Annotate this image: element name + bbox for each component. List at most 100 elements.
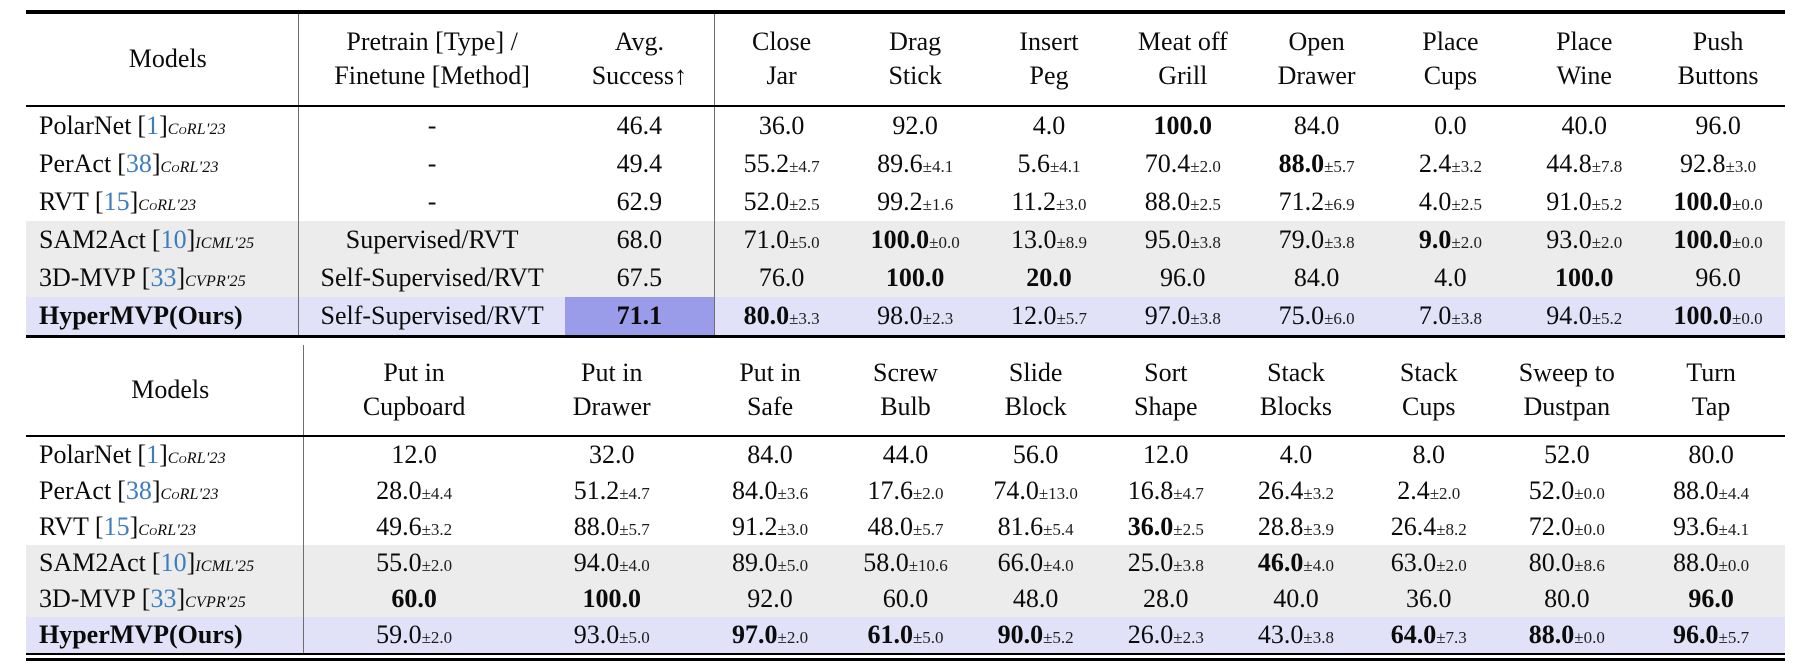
model-cell: PolarNet [1]CoRL'23 bbox=[26, 105, 300, 145]
score-value: 52.0 bbox=[1544, 440, 1590, 470]
col-header-close-jar: Close Jar bbox=[714, 12, 848, 106]
score-stddev: ±5.7 bbox=[1056, 308, 1088, 328]
score-value: 88.0 bbox=[1673, 476, 1719, 506]
score-stddev: ±0.0 bbox=[929, 232, 960, 252]
score-stddev: ±4.1 bbox=[922, 156, 954, 176]
score-cell: 56.0 bbox=[971, 436, 1101, 473]
score-stddev: ±0.0 bbox=[1732, 232, 1763, 252]
model-name: RVT bbox=[39, 512, 89, 542]
citation-bracket-open: [ bbox=[137, 110, 147, 140]
table2-header: Models Put in Cupboard Put in Drawer Put in Sa… bbox=[26, 344, 1785, 437]
citation-number[interactable]: 38 bbox=[125, 148, 152, 178]
score-cell: 88.0±2.5 bbox=[1116, 183, 1250, 221]
score-stddev: ±0.0 bbox=[1574, 520, 1605, 540]
score-cell: 26.0±2.3 bbox=[1101, 617, 1231, 654]
score-value: 71.2 bbox=[1278, 186, 1325, 216]
citation-number[interactable]: 33 bbox=[150, 584, 177, 614]
citation[interactable]: [33] bbox=[142, 584, 185, 613]
citation[interactable]: [10] bbox=[152, 548, 195, 577]
score-value: 48.0 bbox=[867, 512, 913, 542]
avg-success-value: 46.4 bbox=[616, 110, 663, 140]
score-value: 96.0 bbox=[1160, 262, 1206, 292]
score-cell: 88.0±4.4 bbox=[1637, 473, 1785, 509]
score-stddev: ±13.0 bbox=[1038, 484, 1078, 504]
score-cell: 96.0 bbox=[1651, 259, 1785, 297]
score-value: 96.0 bbox=[1688, 584, 1734, 614]
model-cell: PerAct [38]CoRL'23 bbox=[26, 144, 300, 183]
score-stddev: ±3.9 bbox=[1303, 520, 1334, 540]
score-value: 55.0 bbox=[376, 548, 422, 578]
model-cell: RVT [15]CoRL'23 bbox=[26, 509, 305, 546]
score-value: 92.0 bbox=[892, 110, 938, 140]
col-header-stack-blocks-line2: Blocks bbox=[1259, 391, 1333, 421]
score-stddev: ±3.8 bbox=[1173, 556, 1204, 576]
model-name: RVT bbox=[39, 186, 89, 216]
citation-number[interactable]: 15 bbox=[103, 512, 130, 542]
score-cell: 2.4±3.2 bbox=[1384, 145, 1518, 183]
citation[interactable]: [38] bbox=[117, 149, 160, 178]
score-cell: 26.4±8.2 bbox=[1361, 509, 1496, 545]
score-value: 17.6 bbox=[867, 476, 913, 506]
venue-label: CoRL'23 bbox=[167, 450, 226, 468]
citation[interactable]: [38] bbox=[117, 476, 160, 505]
score-stddev: ±4.0 bbox=[1043, 556, 1074, 576]
score-value: 91.2 bbox=[732, 512, 778, 542]
citation[interactable]: [10] bbox=[152, 225, 195, 254]
score-value: 32.0 bbox=[588, 440, 635, 470]
score-stddev: ±4.7 bbox=[1173, 484, 1204, 504]
citation-number[interactable]: 10 bbox=[160, 548, 187, 578]
score-stddev: ±2.0 bbox=[1436, 556, 1467, 576]
score-cell: 48.0±5.7 bbox=[840, 509, 970, 545]
score-cell: 84.0 bbox=[700, 436, 841, 473]
col-header-models: Models bbox=[26, 12, 300, 106]
score-cell: 11.2±3.0 bbox=[982, 183, 1116, 221]
citation-number[interactable]: 38 bbox=[125, 476, 152, 506]
citation[interactable]: [15] bbox=[95, 512, 138, 541]
score-value: 100.0 bbox=[1673, 224, 1733, 254]
score-cell: 71.2±6.9 bbox=[1250, 183, 1384, 221]
col-header-push-buttons-line2: Buttons bbox=[1677, 61, 1759, 91]
score-value: 26.4 bbox=[1257, 476, 1304, 506]
score-cell: 4.0±2.5 bbox=[1384, 183, 1518, 221]
score-stddev: ±3.8 bbox=[1451, 308, 1482, 328]
score-value: 100.0 bbox=[1673, 186, 1733, 216]
score-value: 26.4 bbox=[1390, 512, 1437, 542]
score-value: 96.0 bbox=[1695, 110, 1741, 140]
citation[interactable]: [1] bbox=[137, 111, 167, 140]
col-header-pretrain-finetune-line1: Pretrain [Type] / bbox=[346, 27, 518, 56]
score-stddev: ±5.4 bbox=[1043, 520, 1074, 540]
citation-number[interactable]: 33 bbox=[150, 262, 177, 292]
score-value: 43.0 bbox=[1257, 620, 1304, 650]
citation[interactable]: [15] bbox=[95, 187, 138, 216]
model-name: SAM2Act bbox=[39, 548, 146, 578]
citation-bracket-open: [ bbox=[141, 262, 151, 292]
avg-success-cell: 46.4 bbox=[564, 105, 715, 145]
citation-number[interactable]: 1 bbox=[146, 440, 160, 470]
venue-label: ICML'25 bbox=[195, 558, 255, 576]
citation[interactable]: [33] bbox=[142, 263, 185, 292]
score-cell: 80.0±8.6 bbox=[1496, 545, 1637, 581]
model-cell: PolarNet [1]CoRL'23 bbox=[26, 436, 305, 474]
score-stddev: ±5.7 bbox=[619, 520, 650, 540]
score-value: 94.0 bbox=[1546, 300, 1592, 330]
col-header-turn-tap-line1: Turn bbox=[1686, 357, 1736, 387]
col-header-stack-cups: Stack Cups bbox=[1361, 345, 1496, 437]
col-header-sweep-to-dustpan: Sweep to Dustpan bbox=[1496, 345, 1637, 437]
citation-number[interactable]: 1 bbox=[146, 110, 160, 140]
score-cell: 100.0±0.0 bbox=[1651, 183, 1785, 221]
col-header-put-in-cupboard-line2: Cupboard bbox=[362, 391, 466, 421]
citation-number[interactable]: 10 bbox=[160, 224, 187, 254]
score-value: 58.0 bbox=[863, 548, 909, 578]
score-stddev: ±7.8 bbox=[1591, 156, 1623, 176]
model-cell: 3D-MVP [33]CVPR'25 bbox=[26, 581, 305, 618]
score-value: 100.0 bbox=[885, 262, 945, 292]
avg-success-value: 67.5 bbox=[616, 262, 663, 292]
score-cell: 89.0±5.0 bbox=[700, 545, 841, 581]
score-stddev: ±4.1 bbox=[1049, 156, 1081, 176]
col-header-avg-success-line1: Avg. bbox=[614, 27, 665, 56]
citation[interactable]: [1] bbox=[137, 440, 167, 469]
citation-number[interactable]: 15 bbox=[103, 186, 130, 216]
score-cell: 7.0±3.8 bbox=[1384, 297, 1518, 337]
col-header-place-cups-line2: Cups bbox=[1423, 61, 1478, 91]
